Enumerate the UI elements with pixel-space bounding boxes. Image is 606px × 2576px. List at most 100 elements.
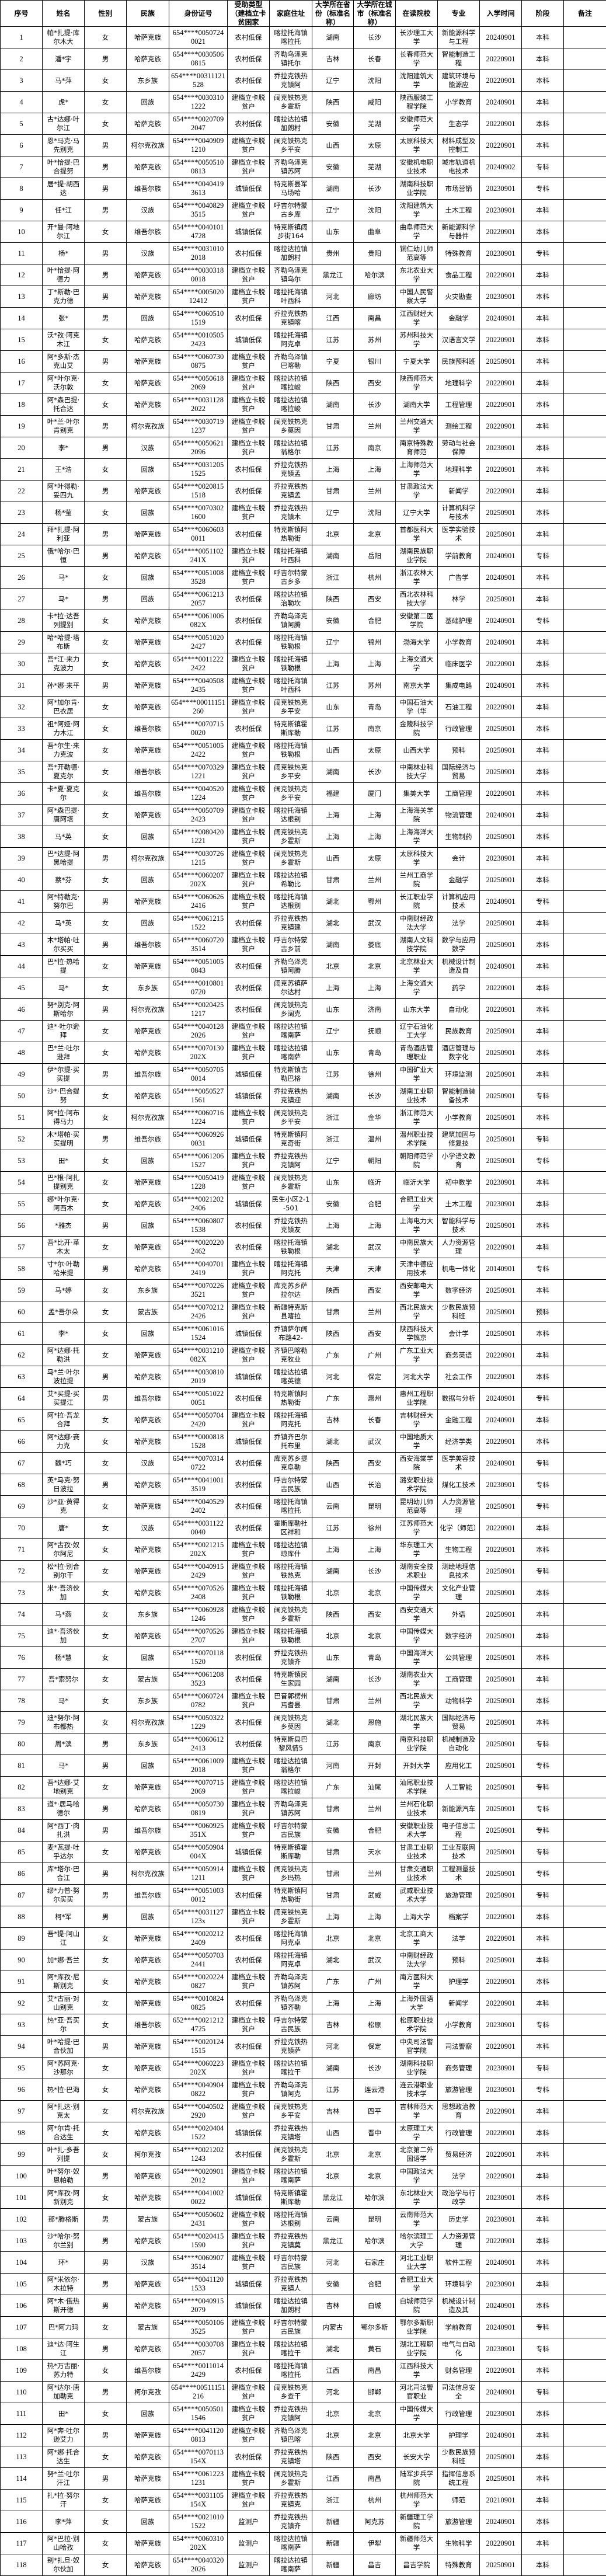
cell-id-number: 654****00509141211 <box>169 1863 228 1885</box>
cell-education-level: 本科 <box>521 134 564 156</box>
education-level-text: 本科 <box>536 1070 549 1078</box>
cell-university-province: 湖南 <box>312 26 354 48</box>
cell-index: 104 <box>0 2251 43 2274</box>
cell-ethnicity: 哈萨克族 <box>126 394 169 416</box>
gender-text: 男 <box>102 141 109 149</box>
gender-text: 女 <box>102 2452 109 2461</box>
home-address-text: 乔拉克铁热克镇友 <box>274 1217 308 1234</box>
home-address-text: 乔拉克铁热克镇木 <box>274 504 308 521</box>
cell-name: 沙*·巴合提努 <box>42 1085 85 1107</box>
aid-type-text: 建档立卡脱贫户 <box>231 2254 266 2271</box>
university-city-text: 贵阳 <box>368 249 381 257</box>
ethnicity-text: 蒙古族 <box>137 1307 158 1316</box>
school-text: 中国海洋大学 <box>399 1649 434 1666</box>
header-label: 受助类型（建档立卡贫困家 <box>231 1 266 26</box>
cell-ethnicity: 哈萨克族 <box>126 2424 169 2446</box>
school-text: 长春师范大学 <box>399 50 434 67</box>
major-text: 广告学 <box>448 573 469 582</box>
cell-name: 田* <box>42 1150 85 1172</box>
cell-home-address: 呼吉尔特蒙古乡多 <box>269 566 312 589</box>
cell-enrollment-date: 20240901 <box>479 2295 522 2317</box>
cell-ethnicity: 哈萨克族 <box>126 1193 169 1215</box>
id-number-text: 654****00207092047 <box>172 115 224 132</box>
cell-ethnicity: 哈萨克族 <box>126 286 169 308</box>
cell-gender: 男 <box>84 1798 127 1820</box>
id-number-text: 654****00501063525 <box>172 2319 224 2335</box>
cell-ethnicity: 哈萨克族 <box>126 545 169 567</box>
enrollment-date-text: 20250901 <box>486 1026 516 1035</box>
cell-id-number: 654****00506022431 <box>169 2208 228 2230</box>
gender-text: 女 <box>102 2495 109 2504</box>
school-text: 松原职业技术学院 <box>399 2016 434 2033</box>
cell-id-number: 654****00606030011 <box>169 523 228 545</box>
name-text: 巴*阿力玛 <box>48 2323 79 2331</box>
cell-id-number: 654****00702122426 <box>169 1301 228 1323</box>
university-province-text: 吉林 <box>326 2020 340 2029</box>
ethnicity-text: 维吾尔族 <box>134 724 161 733</box>
table-row: 96 热*拉·巴海女哈萨克族 654****00409040822 建档立卡脱贫户 齐勒… <box>0 2079 606 2101</box>
cell-gender: 女 <box>84 1150 127 1172</box>
education-level-text: 本科 <box>536 810 549 819</box>
cell-home-address: 呼吉尔特蒙古民族 <box>269 1819 312 1842</box>
cell-school: 山西大学 <box>395 739 438 761</box>
table-row: 35 吾*开勒德·夏克尔女维吾尔族 654****00703291221 建档立卡脱贫… <box>0 761 606 783</box>
university-province-text: 贵州 <box>326 249 340 257</box>
gender-text: 男 <box>102 1912 109 1921</box>
cell-gender: 女 <box>84 1560 127 1582</box>
education-level-text: 本科 <box>536 1610 549 1618</box>
index-text: 5 <box>19 119 23 128</box>
home-address-text: 新疆特克斯县喀拉 <box>274 1303 308 1320</box>
index-text: 21 <box>18 465 25 474</box>
cell-aid-type: 农村低保 <box>227 2359 270 2382</box>
cell-enrollment-date: 20230901 <box>479 2208 522 2230</box>
cell-index: 20 <box>0 437 43 459</box>
major-text: 师范 <box>452 2495 465 2504</box>
education-level-text: 本科 <box>536 1675 549 1683</box>
cell-aid-type: 建档立卡脱贫户 <box>227 286 270 308</box>
cell-index: 81 <box>0 1755 43 1777</box>
table-row: 74 马*燕女东乡族 654****00609281246 建档立卡脱贫户 阔克铁热克乡… <box>0 1603 606 1625</box>
cell-index: 111 <box>0 2403 43 2425</box>
ethnicity-text: 哈萨克族 <box>134 681 161 690</box>
home-address-text: 齐勒乌泽镇巴喀勒 <box>274 353 308 370</box>
cell-aid-type: 建档立卡脱贫户 <box>227 437 270 459</box>
aid-type-text: 建档立卡脱贫户 <box>231 1606 266 1623</box>
university-province-text: 上海 <box>326 832 340 841</box>
cell-school: 甘肃政法大学 <box>395 480 438 502</box>
education-level-text: 本科 <box>536 1631 549 1640</box>
gender-text: 男 <box>102 162 109 171</box>
cell-major: 法学 <box>437 2165 480 2187</box>
enrollment-date-text: 20230901 <box>486 443 516 452</box>
aid-type-text: 农村低保 <box>235 1458 262 1467</box>
cell-enrollment-date: 20220901 <box>479 2143 522 2166</box>
cell-index: 109 <box>0 2359 43 2382</box>
university-city-text: 北京 <box>368 2409 381 2418</box>
gender-text: 女 <box>102 1026 109 1035</box>
university-city-text: 长春 <box>368 54 381 63</box>
cell-university-province: 北京 <box>312 2403 354 2425</box>
cell-university-city: 天水 <box>353 1841 396 1863</box>
cell-home-address: 喀拉达拉镇翁格尔 <box>269 437 312 459</box>
gender-text: 女 <box>102 659 109 668</box>
cell-remarks <box>563 1927 606 1950</box>
cell-school: 湖南科技职业学院 <box>395 177 438 200</box>
cell-major: 电气与自动化 <box>437 2338 480 2360</box>
university-city-text: 伊犁 <box>368 2539 381 2547</box>
cell-enrollment-date: 20250901 <box>479 826 522 848</box>
header-gender: 性别 <box>84 0 127 27</box>
index-text: 35 <box>18 767 25 776</box>
cell-ethnicity: 汉族 <box>126 1517 169 1539</box>
name-text: 阿*巴拉·别山哈孜 <box>47 2535 80 2551</box>
cell-remarks <box>563 437 606 459</box>
cell-name: 库*塔尔·巴合江 <box>42 1863 85 1885</box>
cell-university-city: 昆明 <box>353 2208 396 2230</box>
cell-university-province: 吉林 <box>312 48 354 70</box>
home-address-text: 喀拉达拉镇治勒坎 <box>274 590 308 607</box>
cell-ethnicity: 柯尔克孜族 <box>126 2100 169 2122</box>
cell-remarks <box>563 1214 606 1237</box>
name-text: 马*英 <box>55 832 72 841</box>
university-province-text: 河北 <box>326 292 340 301</box>
aid-type-text: 农村低保 <box>235 465 262 474</box>
university-province-text: 北京 <box>326 1934 340 1943</box>
